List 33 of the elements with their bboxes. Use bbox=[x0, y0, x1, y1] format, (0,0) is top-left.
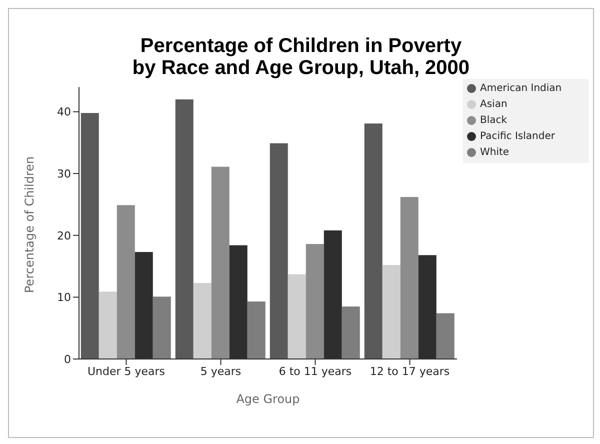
bar bbox=[270, 143, 288, 359]
bar bbox=[80, 112, 99, 359]
bar bbox=[175, 99, 194, 359]
x-tick-label: 6 to 11 years bbox=[278, 364, 352, 378]
x-axis-title: Age Group bbox=[236, 392, 300, 406]
legend-label: Pacific Islander bbox=[480, 131, 555, 142]
bar bbox=[193, 282, 212, 359]
bar bbox=[306, 244, 324, 359]
bar bbox=[152, 296, 171, 359]
legend-label: White bbox=[480, 147, 510, 158]
bar bbox=[382, 265, 400, 359]
y-tick-label: 40 bbox=[57, 106, 71, 119]
bar bbox=[288, 274, 306, 359]
x-tick-label: 12 to 17 years bbox=[370, 364, 450, 378]
y-tick-label: 0 bbox=[64, 352, 71, 366]
legend-label: Asian bbox=[480, 99, 508, 110]
bar bbox=[436, 313, 454, 359]
bar bbox=[211, 166, 230, 359]
bar bbox=[364, 123, 382, 359]
legend-label: American Indian bbox=[480, 83, 562, 94]
legend-label: Black bbox=[480, 115, 508, 126]
y-tick-label: 30 bbox=[57, 167, 71, 180]
bar bbox=[247, 302, 266, 359]
bar bbox=[98, 292, 117, 359]
bar bbox=[342, 306, 360, 359]
chart-title: Percentage of Children in Poverty by Race and Age Group, Utah, 2000 bbox=[131, 35, 471, 79]
bar bbox=[400, 197, 418, 359]
x-tick-label: 5 years bbox=[200, 364, 242, 378]
y-tick-label: 20 bbox=[57, 229, 71, 242]
y-tick-label: 10 bbox=[57, 291, 71, 304]
x-tick-label: Under 5 years bbox=[87, 364, 166, 378]
bar bbox=[116, 205, 135, 359]
y-axis-title: Percentage of Children bbox=[22, 156, 36, 293]
